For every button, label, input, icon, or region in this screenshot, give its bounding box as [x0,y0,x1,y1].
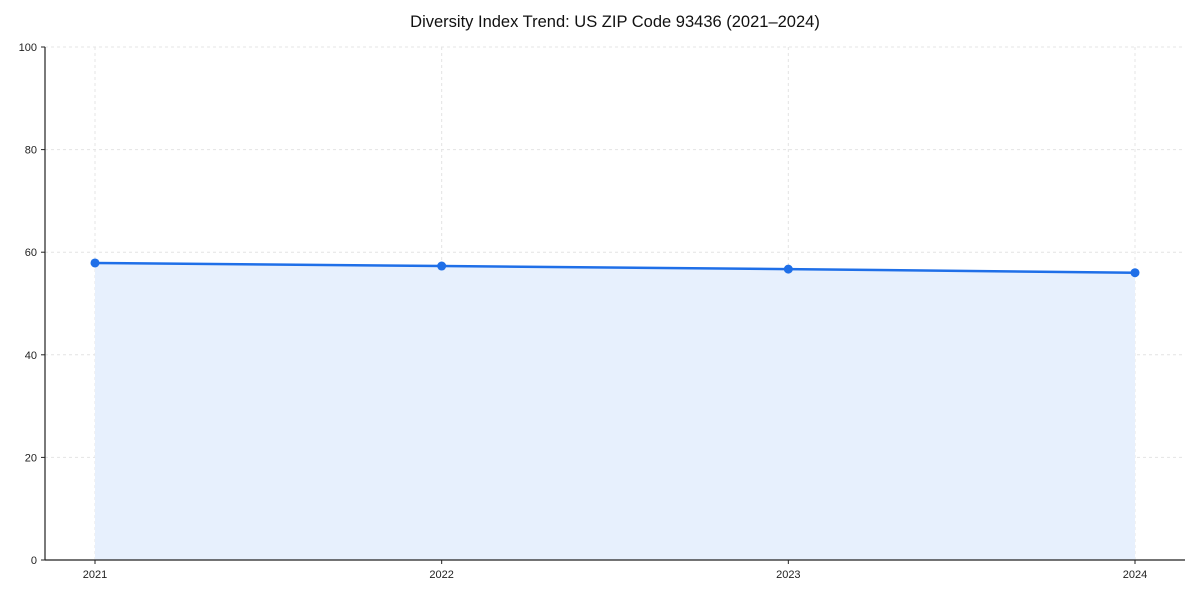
y-tick-label: 100 [19,42,37,54]
data-point [1130,268,1140,278]
area-fill [95,262,1135,560]
x-tick-label: 2021 [83,569,107,581]
y-tick-label: 40 [25,350,37,362]
y-tick-label: 80 [25,145,37,157]
x-tick-label: 2024 [1123,569,1147,581]
x-tick-label: 2022 [429,569,453,581]
y-tick-label: 20 [25,452,37,464]
x-tick-label: 2023 [776,569,800,581]
y-tick-label: 60 [25,247,37,259]
data-point [90,258,100,268]
data-point [783,264,793,274]
y-tick-label: 0 [31,555,37,567]
trend-line [93,261,1137,274]
chart-title: Diversity Index Trend: US ZIP Code 93436… [410,13,820,31]
data-point [437,261,447,271]
